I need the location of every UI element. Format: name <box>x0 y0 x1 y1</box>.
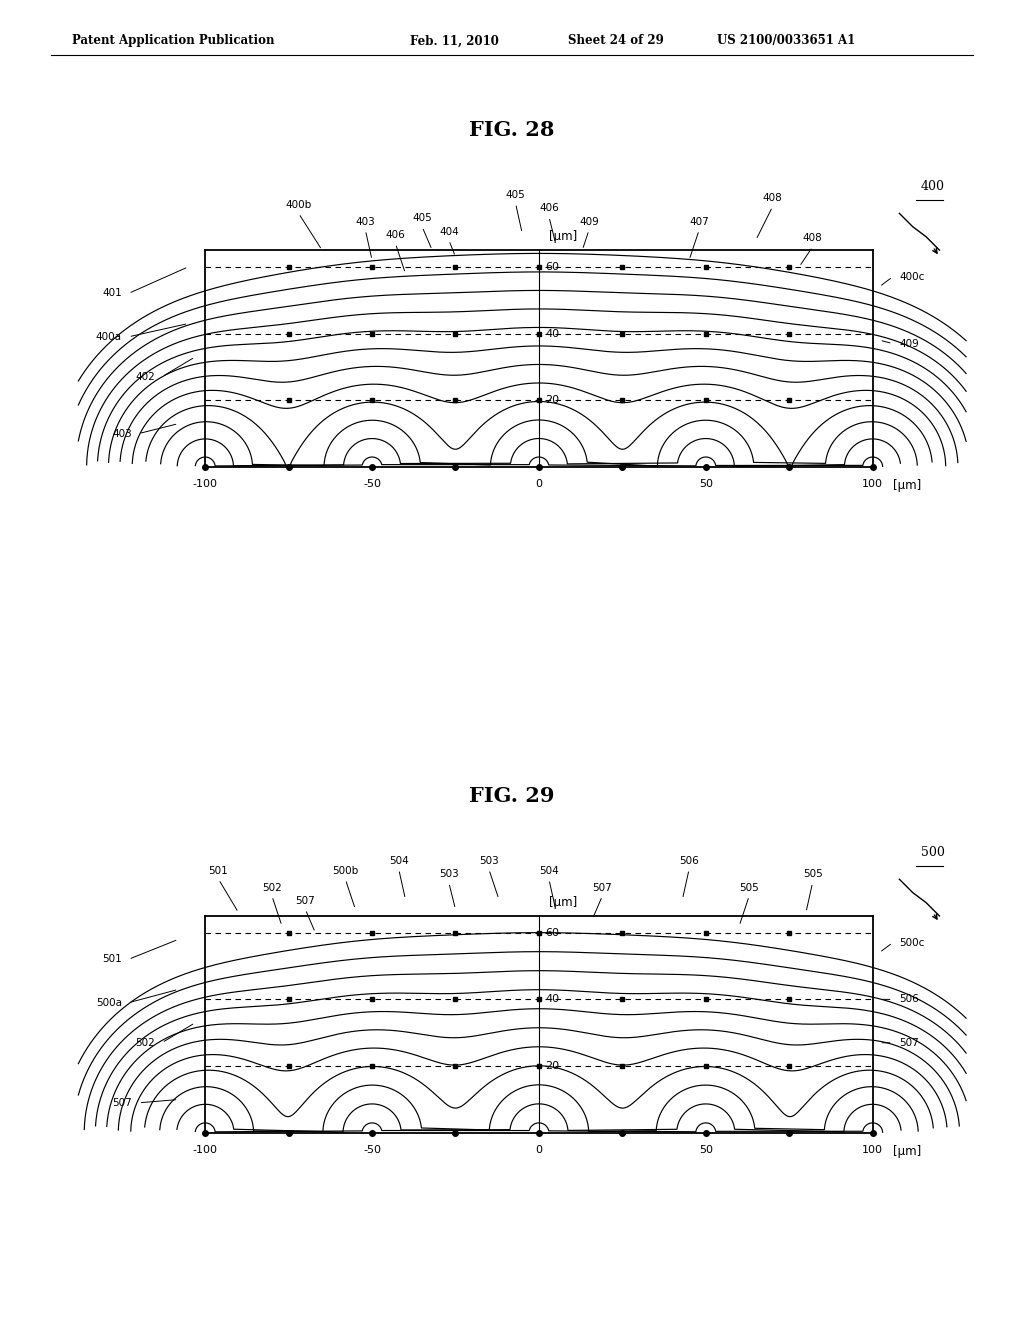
Text: 403: 403 <box>355 216 375 227</box>
Text: 504: 504 <box>539 866 559 876</box>
Text: 503: 503 <box>479 855 499 866</box>
Text: -100: -100 <box>193 1144 218 1155</box>
Text: 501: 501 <box>102 954 122 965</box>
Text: 60: 60 <box>546 928 559 937</box>
Text: -50: -50 <box>364 1144 381 1155</box>
Text: 400b: 400b <box>286 201 311 210</box>
Text: 0: 0 <box>536 479 543 488</box>
Text: 408: 408 <box>763 193 782 203</box>
Text: 408: 408 <box>803 234 822 243</box>
Text: 40: 40 <box>546 329 560 338</box>
Text: -100: -100 <box>193 479 218 488</box>
Text: 503: 503 <box>439 870 459 879</box>
Text: 20: 20 <box>546 395 560 405</box>
Text: 402: 402 <box>135 372 155 381</box>
Text: 506: 506 <box>679 855 699 866</box>
Text: 500: 500 <box>921 846 945 859</box>
Text: 0: 0 <box>536 1144 543 1155</box>
Text: [μm]: [μm] <box>549 231 578 243</box>
Text: 20: 20 <box>546 1061 560 1071</box>
Text: 403: 403 <box>112 429 132 438</box>
Text: 404: 404 <box>439 227 459 236</box>
Text: 60: 60 <box>546 261 559 272</box>
Text: [μm]: [μm] <box>549 896 578 909</box>
Text: Sheet 24 of 29: Sheet 24 of 29 <box>568 34 665 48</box>
Text: 507: 507 <box>899 1038 920 1048</box>
Text: 505: 505 <box>739 883 759 892</box>
Text: [μm]: [μm] <box>893 479 921 491</box>
Text: 506: 506 <box>899 994 920 1005</box>
Text: 507: 507 <box>593 883 612 892</box>
Text: Patent Application Publication: Patent Application Publication <box>72 34 274 48</box>
Text: 100: 100 <box>862 1144 883 1155</box>
Text: 400c: 400c <box>899 272 925 281</box>
Text: -50: -50 <box>364 479 381 488</box>
Text: 505: 505 <box>803 870 822 879</box>
Text: 502: 502 <box>135 1038 155 1048</box>
Text: 502: 502 <box>262 883 282 892</box>
Text: 405: 405 <box>413 214 432 223</box>
Text: US 2100/0033651 A1: US 2100/0033651 A1 <box>717 34 855 48</box>
Text: 407: 407 <box>689 216 709 227</box>
Text: 400: 400 <box>921 181 945 193</box>
Text: FIG. 28: FIG. 28 <box>469 120 555 140</box>
Text: 400a: 400a <box>95 331 122 342</box>
Text: 507: 507 <box>112 1098 132 1107</box>
Text: [μm]: [μm] <box>893 1144 921 1158</box>
Text: FIG. 29: FIG. 29 <box>469 787 555 807</box>
Text: 50: 50 <box>698 1144 713 1155</box>
Text: 40: 40 <box>546 994 560 1005</box>
Text: 50: 50 <box>698 479 713 488</box>
Text: 500a: 500a <box>95 998 122 1007</box>
Text: 100: 100 <box>862 479 883 488</box>
Text: 406: 406 <box>539 203 559 214</box>
Text: 501: 501 <box>209 866 228 876</box>
Text: 500b: 500b <box>332 866 358 876</box>
Text: 500c: 500c <box>899 937 925 948</box>
Text: 406: 406 <box>386 230 406 240</box>
Text: Feb. 11, 2010: Feb. 11, 2010 <box>410 34 499 48</box>
Text: 405: 405 <box>506 190 525 201</box>
Text: 504: 504 <box>389 855 409 866</box>
Text: 401: 401 <box>102 289 122 298</box>
Text: 409: 409 <box>580 216 599 227</box>
Text: 507: 507 <box>296 896 315 906</box>
Text: 409: 409 <box>899 338 920 348</box>
